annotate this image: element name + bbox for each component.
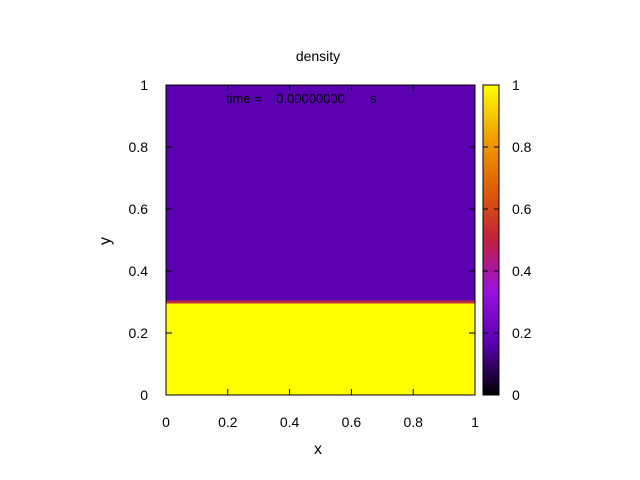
x-axis-ticks: 0 0.2 0.4 0.6 0.8 1 [162,85,479,430]
x-tick-label: 0.6 [342,414,362,430]
x-tick-label: 0.8 [403,414,423,430]
interface-line [166,300,475,304]
heatmap-region-1 [166,302,475,395]
x-tick-label: 1 [471,414,479,430]
x-tick-label: 0.4 [280,414,300,430]
y-tick-label: 1 [140,77,148,93]
y-axis-label: y [97,237,114,245]
colorbar-tick-label: 0.2 [512,325,532,341]
heatmap-region-2 [166,85,475,302]
y-tick-label: 0.4 [129,263,149,279]
y-axis-ticks: 0 0.2 0.4 0.6 0.8 1 [129,77,475,403]
y-tick-label: 0 [140,387,148,403]
x-axis-label: x [314,441,322,458]
y-tick-label: 0.2 [129,325,149,341]
colorbar-tick-label: 0.6 [512,201,532,217]
colorbar-gradient [482,84,500,396]
colorbar [482,84,500,396]
colorbar-tick-label: 0.8 [512,139,532,155]
x-tick-label: 0.2 [218,414,238,430]
colorbar-tick-label: 1 [512,77,520,93]
colorbar-tick-label: 0.4 [512,263,532,279]
time-annotation: time = 0.00000000 s [226,91,377,106]
x-tick-label: 0 [162,414,170,430]
plot-area [165,84,476,396]
plot-border [165,84,476,396]
colorbar-ticks: 0 0.2 0.4 0.6 0.8 1 [483,77,532,403]
y-tick-label: 0.6 [129,201,149,217]
colorbar-tick-label: 0 [512,387,520,403]
chart-title: density [296,48,340,64]
y-tick-label: 0.8 [129,139,149,155]
